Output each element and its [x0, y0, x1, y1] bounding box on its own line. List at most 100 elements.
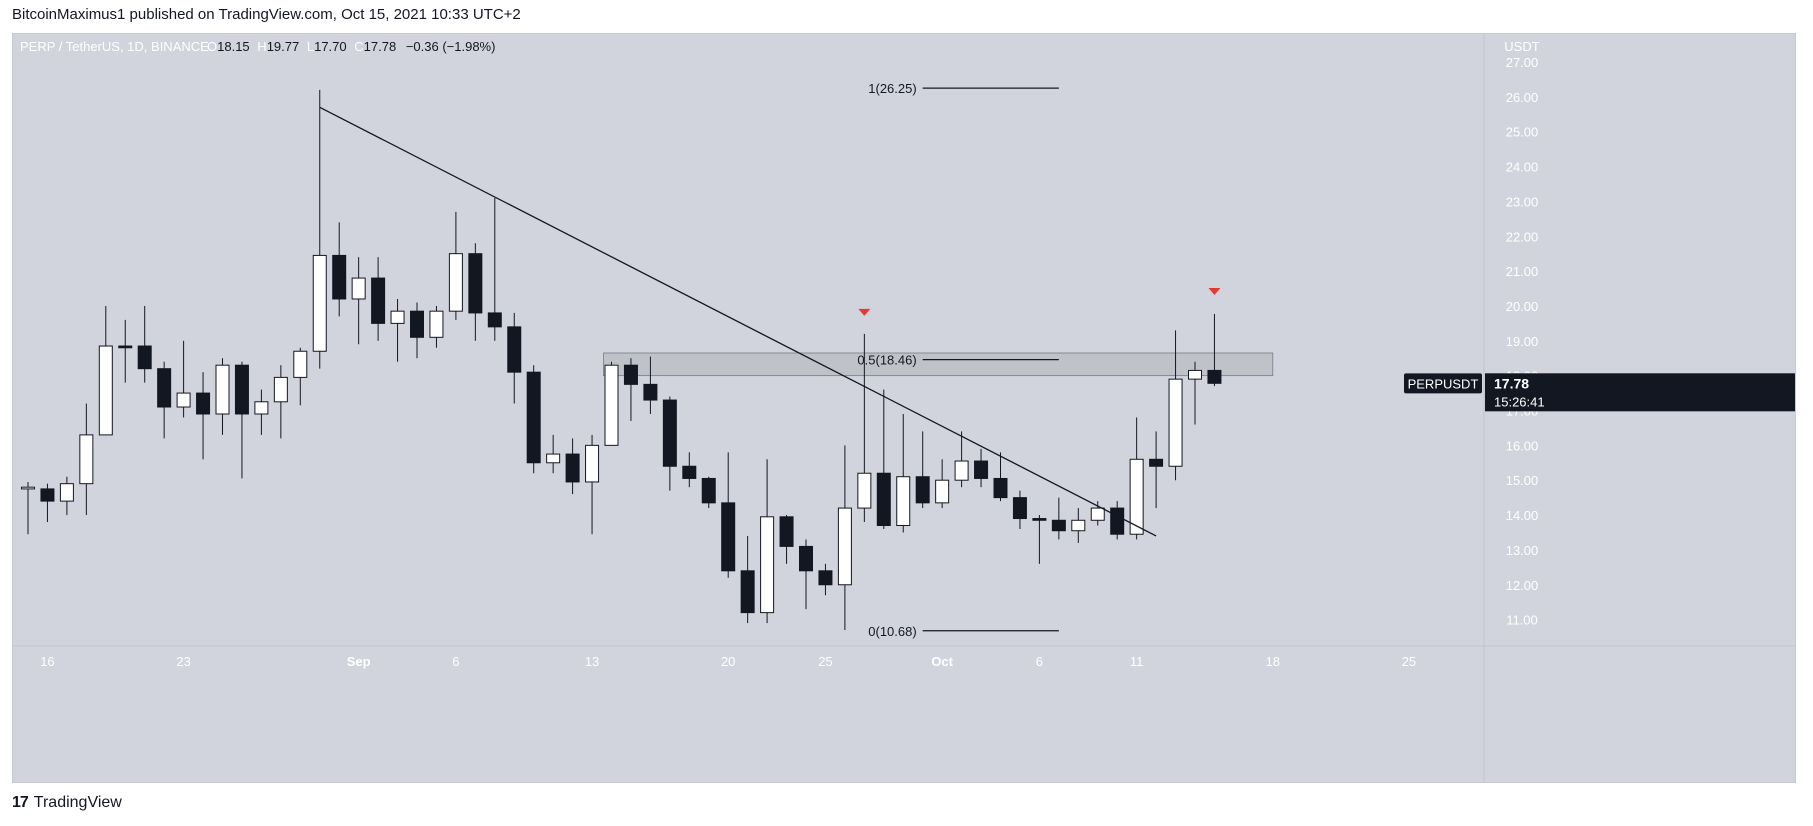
y-tick-label: 23.00 [1506, 194, 1539, 209]
candle-body [1032, 518, 1047, 521]
candle-body [974, 460, 989, 479]
candle [896, 413, 911, 533]
candle [604, 361, 619, 446]
candle [1032, 515, 1047, 564]
candle-body [799, 545, 813, 572]
candle-body [1207, 369, 1222, 384]
candle [643, 356, 658, 414]
candle [760, 459, 775, 624]
candle [196, 372, 211, 460]
low-label: L [307, 39, 314, 54]
fib-level-label: 0(10.68) [868, 624, 916, 639]
candle [1129, 417, 1144, 540]
candle-body [351, 277, 366, 300]
ohlc-legend: PERP / TetherUS, 1D, BINANCE O18.15 H19.… [20, 39, 495, 54]
close-label: C [354, 39, 363, 54]
y-tick-label: 19.00 [1506, 334, 1539, 349]
candle-body [662, 399, 677, 467]
footer-brand-text: TradingView [33, 794, 122, 811]
candle [993, 452, 1008, 502]
candle [390, 298, 405, 362]
candle-body [1090, 507, 1105, 521]
candle [974, 448, 989, 488]
candle-body [507, 326, 522, 373]
symbol-badge-text: PERPUSDT [1408, 376, 1479, 391]
candle-body [1149, 458, 1164, 467]
candle [21, 481, 35, 535]
last-price-text: 17.78 [1494, 375, 1529, 391]
candle [1188, 361, 1202, 425]
candle-body [604, 364, 619, 446]
resistance-zone [603, 352, 1274, 377]
currency-label: USDT [1504, 39, 1539, 54]
candle [487, 197, 502, 341]
candle-body [312, 254, 327, 352]
descending-trendline [319, 106, 1157, 537]
candle [915, 431, 930, 509]
y-tick-label: 12.00 [1506, 578, 1539, 593]
candle-body [332, 254, 347, 300]
candle [565, 438, 580, 495]
symbol-badge [1404, 373, 1482, 394]
candle [468, 243, 483, 341]
candle-body [429, 310, 444, 338]
candle-body [876, 472, 891, 527]
fib-layer: 1(26.25) 0.5(18.46) 0(10.68) [857, 81, 1059, 639]
candle [137, 305, 152, 383]
candle-body [98, 345, 113, 436]
candle [79, 403, 94, 516]
candle [98, 305, 113, 436]
candle-body [410, 310, 424, 338]
x-tick-label: 6 [1036, 654, 1043, 669]
candle [954, 431, 969, 488]
candle [623, 358, 638, 421]
x-tick-label: Sep [347, 654, 371, 669]
candle-body [721, 502, 736, 572]
x-tick-label: Oct [931, 654, 953, 669]
candle-body [254, 401, 269, 415]
candle-body [293, 350, 308, 378]
markers-layer [858, 288, 1221, 316]
candle-body [487, 312, 502, 328]
chart-title: PERP / TetherUS, 1D, BINANCE [20, 39, 209, 54]
open-label: O [207, 39, 217, 54]
candles-layer [21, 89, 1222, 631]
candle-body [760, 516, 775, 614]
candle [215, 358, 230, 435]
x-tick-label: 6 [452, 654, 459, 669]
candle [1090, 501, 1105, 526]
candle [351, 257, 366, 345]
trendline-layer [319, 106, 1157, 537]
candle [1207, 313, 1222, 387]
y-tick-label: 16.00 [1506, 438, 1539, 453]
low-value: 17.70 [314, 39, 347, 54]
high-value: 19.77 [267, 39, 300, 54]
y-tick-label: 27.00 [1506, 55, 1539, 70]
candle [429, 305, 444, 348]
rejection-marker-icon [1208, 288, 1221, 296]
candle [526, 365, 541, 474]
x-tick-label: 20 [721, 654, 735, 669]
candle [1051, 497, 1066, 540]
candle [799, 539, 813, 610]
candle [1110, 501, 1125, 540]
candle-body [565, 453, 580, 483]
candle-body [1168, 378, 1183, 467]
candle [157, 361, 172, 439]
candle-body [137, 345, 152, 370]
fib-level-label: 1(26.25) [868, 81, 916, 96]
candle-body [935, 479, 950, 504]
candle-body [59, 483, 74, 502]
candle-body [585, 444, 600, 483]
candle-body [79, 434, 94, 485]
candle-body [701, 477, 716, 504]
candle [721, 452, 736, 578]
candle [448, 211, 463, 320]
candle-body [234, 364, 249, 415]
candle [585, 434, 600, 535]
x-tick-label: 16 [40, 654, 54, 669]
y-tick-label: 13.00 [1506, 543, 1539, 558]
candle-body [40, 488, 55, 502]
